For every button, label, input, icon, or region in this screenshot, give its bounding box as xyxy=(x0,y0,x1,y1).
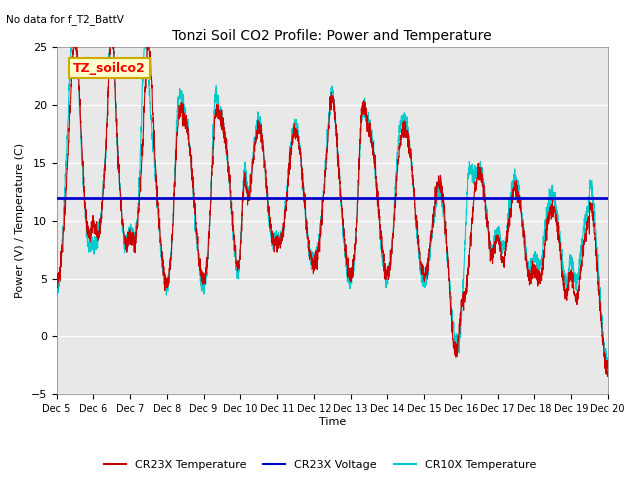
Legend: CR23X Temperature, CR23X Voltage, CR10X Temperature: CR23X Temperature, CR23X Voltage, CR10X … xyxy=(99,456,541,474)
Text: No data for f_T2_BattV: No data for f_T2_BattV xyxy=(6,14,124,25)
Text: TZ_soilco2: TZ_soilco2 xyxy=(73,61,146,74)
Title: Tonzi Soil CO2 Profile: Power and Temperature: Tonzi Soil CO2 Profile: Power and Temper… xyxy=(172,29,492,43)
Y-axis label: Power (V) / Temperature (C): Power (V) / Temperature (C) xyxy=(15,143,25,298)
X-axis label: Time: Time xyxy=(319,417,346,427)
